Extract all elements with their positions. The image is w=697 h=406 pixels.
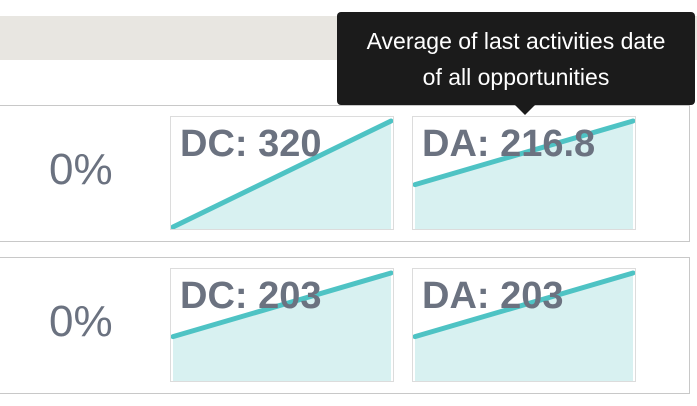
tooltip-line-2: of all opportunities: [422, 64, 610, 90]
da-sparkline: [413, 118, 635, 229]
sparkline-line: [171, 118, 393, 229]
tooltip: Average of last activities date of all o…: [337, 12, 695, 115]
sparkline-area: [415, 273, 633, 381]
da-sparkline: [413, 270, 635, 381]
dc-sparkline: [171, 270, 393, 381]
dc-sparkline-card[interactable]: DC: 203: [170, 268, 394, 382]
sparkline-line: [413, 118, 635, 188]
da-sparkline-card[interactable]: DA: 203: [412, 268, 636, 382]
sparkline-line: [413, 270, 635, 340]
tooltip-arrow: [514, 104, 536, 115]
tooltip-line-1: Average of last activities date: [366, 28, 666, 54]
sparkline-line: [171, 270, 393, 340]
dc-label: DC: 203: [180, 275, 322, 317]
percent-value: 0%: [49, 145, 113, 194]
dc-sparkline: [171, 118, 393, 229]
metric-row: 0% DC: 203 DA: 203: [0, 257, 690, 394]
da-label: DA: 216.8: [422, 123, 596, 165]
metric-row: 0% DC: 320 DA: 216.8: [0, 105, 690, 242]
sparkline-area: [415, 121, 633, 229]
da-sparkline-card[interactable]: DA: 216.8: [412, 116, 636, 230]
dc-sparkline-card[interactable]: DC: 320: [170, 116, 394, 230]
da-label: DA: 203: [422, 275, 564, 317]
percent-value: 0%: [49, 297, 113, 346]
sparkline-area: [173, 273, 391, 381]
dc-label: DC: 320: [180, 123, 322, 165]
